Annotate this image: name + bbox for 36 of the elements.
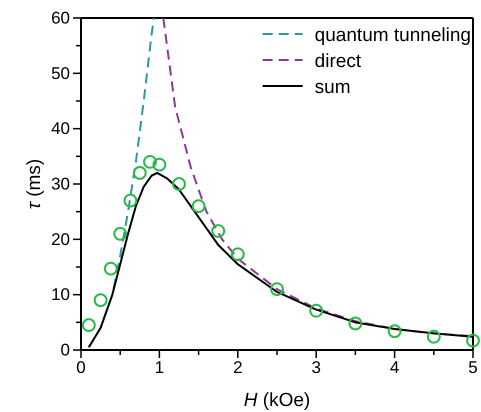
point <box>192 199 206 214</box>
x-tick-label: 1 <box>154 358 164 378</box>
y-tick-label: 30 <box>51 174 70 194</box>
x-tick-label: 0 <box>76 358 86 378</box>
point <box>143 154 157 169</box>
x-axis-title: H (kOe) <box>244 390 310 411</box>
x-tick-label: 2 <box>233 358 243 378</box>
point <box>104 262 118 276</box>
y-tick-label: 50 <box>51 64 70 83</box>
point <box>348 316 362 330</box>
point <box>123 194 138 208</box>
point <box>211 224 226 238</box>
point <box>309 304 324 318</box>
x-tick-label: 5 <box>468 358 478 378</box>
point <box>466 334 480 348</box>
point <box>82 318 96 332</box>
point <box>230 247 245 262</box>
x-tick-label: 3 <box>311 358 321 378</box>
point <box>172 177 186 191</box>
point <box>152 158 166 172</box>
y-tick-label: 0 <box>60 340 70 360</box>
y-tick-label: 20 <box>51 230 70 249</box>
point <box>113 226 128 241</box>
y-tick-label: 10 <box>51 285 70 304</box>
point <box>132 166 147 180</box>
x-tick-label: 4 <box>390 358 400 378</box>
y-axis-title: τ (ms) <box>24 158 45 210</box>
point <box>94 293 108 308</box>
legend-label: quantum tunneling <box>314 25 471 46</box>
y-tick-label: 60 <box>51 8 70 28</box>
point <box>388 324 402 338</box>
y-tick-label: 40 <box>51 119 70 138</box>
legend-label: sum <box>314 77 351 98</box>
point <box>426 330 441 344</box>
point <box>270 282 284 296</box>
legend-label: direct <box>314 51 362 72</box>
